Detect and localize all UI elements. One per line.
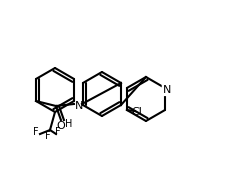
Text: F: F	[33, 127, 39, 137]
Text: Cl: Cl	[132, 107, 142, 117]
Text: N: N	[163, 85, 171, 95]
Text: O: O	[56, 121, 65, 131]
Text: N: N	[75, 101, 83, 111]
Text: F: F	[45, 131, 51, 141]
Text: H: H	[65, 119, 73, 129]
Text: F: F	[55, 127, 61, 137]
